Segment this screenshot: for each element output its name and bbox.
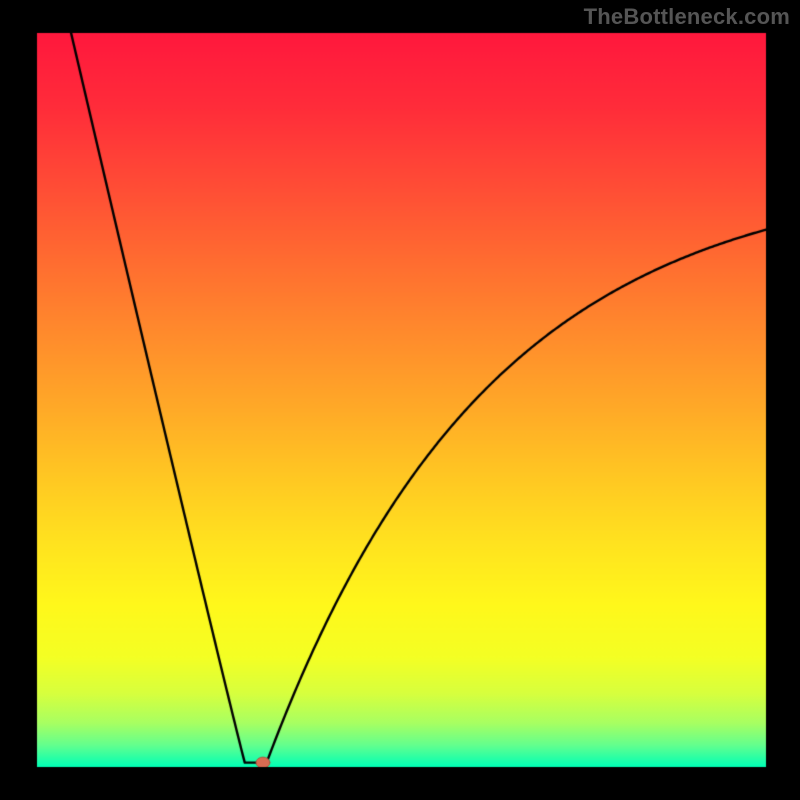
watermark-label: TheBottleneck.com	[584, 4, 790, 30]
bottleneck-chart	[0, 0, 800, 800]
